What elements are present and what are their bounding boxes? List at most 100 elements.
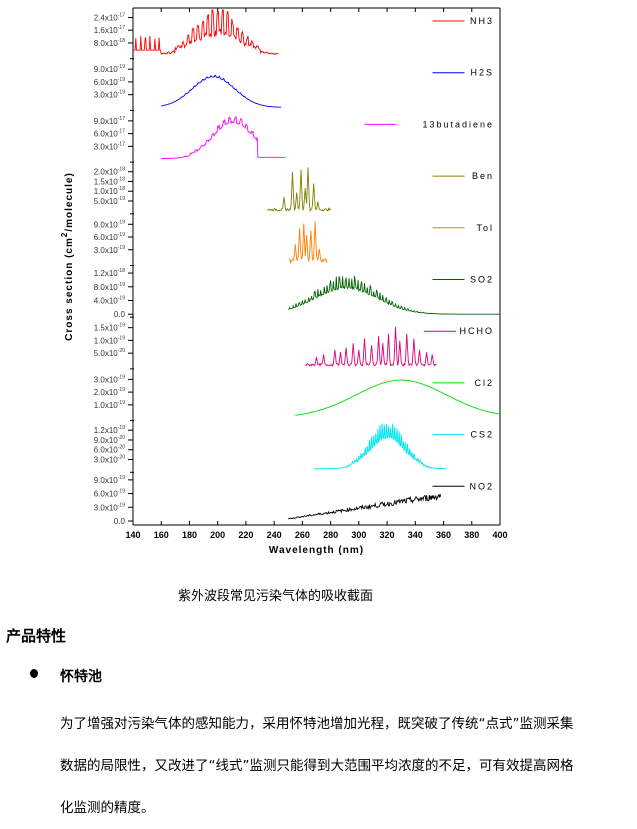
y-axis-title: Cross section (cm2/molecule) xyxy=(60,172,75,341)
series-line-h2s xyxy=(161,74,282,108)
tick-mantissa: 9.0x10 xyxy=(94,220,119,229)
tick-mantissa: 1.0x10 xyxy=(94,336,119,345)
y-tick-label: 1.2x10-18 xyxy=(94,268,125,278)
x-tick-label: 260 xyxy=(295,530,310,540)
tick-exponent: -19 xyxy=(118,64,125,70)
y-tick-label: 0.0 xyxy=(114,517,126,526)
tick-exponent: -19 xyxy=(118,282,125,288)
series-line-cl2 xyxy=(295,379,501,416)
y-tick-label: 6.0x10-17 xyxy=(94,129,125,139)
tick-exponent: -18 xyxy=(118,176,125,182)
tick-mantissa: 6.0x10 xyxy=(94,446,119,455)
y-tick-label: 1.6x10-17 xyxy=(94,25,125,35)
tick-mantissa: 1.5x10 xyxy=(94,177,119,186)
tick-mantissa: 1.2x10 xyxy=(94,269,119,278)
tick-mantissa: 6.0x10 xyxy=(94,78,119,87)
tick-mantissa: 8.0x10 xyxy=(94,39,119,48)
tick-exponent: -19 xyxy=(118,323,125,329)
tick-exponent: -19 xyxy=(118,232,125,238)
legend-label: H2S xyxy=(470,68,494,78)
legend-label: HCHO xyxy=(460,326,495,336)
series-line-cs2 xyxy=(313,423,447,470)
y-tick-label: 1.0x10-19 xyxy=(94,400,125,410)
tick-mantissa: 6.0x10 xyxy=(94,490,119,499)
x-tick-label: 400 xyxy=(492,530,507,540)
x-tick-label: 240 xyxy=(267,530,282,540)
series-line-13butadiene xyxy=(161,115,286,160)
x-tick-label: 360 xyxy=(436,530,451,540)
paragraph-line: 数据的局限性，又改进了“线式”监测只能得到大范围平均浓度的不足，可有效提高网格 xyxy=(60,758,574,774)
y-tick-label: 9.0x10-19 xyxy=(94,219,125,229)
y-tick-label: 6.0x10-19 xyxy=(94,77,125,87)
tick-mantissa: 3.0x10 xyxy=(94,246,119,255)
tick-mantissa: 5.0x10 xyxy=(94,349,119,358)
legend-label: NH3 xyxy=(470,16,494,26)
tick-mantissa: 6.0x10 xyxy=(94,130,119,139)
tick-mantissa: 2.0x10 xyxy=(94,168,119,177)
y-tick-label: 6.0x10-19 xyxy=(94,232,125,242)
y-tick-label: 3.0x10-19 xyxy=(94,374,125,384)
tick-exponent: -18 xyxy=(118,167,125,173)
tick-mantissa: 2.4x10 xyxy=(94,13,119,22)
x-tick-label: 200 xyxy=(210,530,225,540)
tick-exponent: -18 xyxy=(118,268,125,274)
tick-exponent: -19 xyxy=(118,374,125,380)
tick-mantissa: 1.0x10 xyxy=(94,401,119,410)
tick-mantissa: 2.0x10 xyxy=(94,388,119,397)
tick-mantissa: 9.0x10 xyxy=(94,436,119,445)
tick-mantissa: 9.0x10 xyxy=(94,117,119,126)
y-tick-label: 1.2x10-19 xyxy=(94,425,125,435)
y-tick-label: 1.5x10-18 xyxy=(94,176,125,186)
tick-exponent: -19 xyxy=(118,400,125,406)
y-tick-label: 2.4x10-17 xyxy=(94,12,125,22)
series-line-hcho xyxy=(305,327,437,368)
x-tick-label: 220 xyxy=(238,530,253,540)
tick-exponent: -18 xyxy=(118,38,125,44)
x-tick-label: 140 xyxy=(125,530,140,540)
y-tick-label: 0.0 xyxy=(114,310,126,319)
y-tick-label: 6.0x10-20 xyxy=(94,445,125,455)
tick-exponent: -17 xyxy=(118,25,125,31)
x-tick-label: 160 xyxy=(154,530,169,540)
absorption-cross-section-chart: 2.4x10-171.6x10-178.0x10-18NH39.0x10-196… xyxy=(60,7,508,556)
tick-exponent: -19 xyxy=(118,196,125,202)
x-tick-label: 320 xyxy=(380,530,395,540)
tick-mantissa: 3.0x10 xyxy=(94,375,119,384)
tick-exponent: -19 xyxy=(118,387,125,393)
series-line-tol xyxy=(289,221,328,265)
y-tick-label: 3.0x10-19 xyxy=(94,502,125,512)
tick-mantissa: 8.0x10 xyxy=(94,283,119,292)
legend-label: SO2 xyxy=(470,275,494,285)
tick-exponent: -19 xyxy=(118,245,125,251)
tick-mantissa: 3.0x10 xyxy=(94,91,119,100)
y-tick-label: 3.0x10-20 xyxy=(94,455,125,465)
tick-mantissa: 1.5x10 xyxy=(94,324,119,333)
tick-exponent: -20 xyxy=(118,445,125,451)
y-tick-label: 3.0x10-19 xyxy=(94,245,125,255)
tick-exponent: -17 xyxy=(118,129,125,135)
tick-exponent: -20 xyxy=(118,435,125,441)
tick-exponent: -19 xyxy=(118,425,125,431)
tick-exponent: -20 xyxy=(118,348,125,354)
tick-mantissa: 3.0x10 xyxy=(94,142,119,151)
series-line-so2 xyxy=(288,275,500,315)
tick-exponent: -20 xyxy=(118,455,125,461)
legend-label: Ben xyxy=(472,171,494,181)
section-title: 产品特性 xyxy=(6,627,67,645)
tick-mantissa: 1.0x10 xyxy=(94,187,119,196)
tick-exponent: -19 xyxy=(118,77,125,83)
feature-description: 为了增强对污染气体的感知能力，采用怀特池增加光程，既突破了传统“点式”监测采集 … xyxy=(60,703,600,829)
tick-exponent: -17 xyxy=(118,12,125,18)
legend-label: 13butadiene xyxy=(422,119,494,129)
tick-exponent: -17 xyxy=(118,116,125,122)
tick-mantissa: 1.2x10 xyxy=(94,426,119,435)
y-axis-title-part: 2 xyxy=(60,232,69,237)
y-tick-label: 4.0x10-19 xyxy=(94,295,125,305)
tick-exponent: -19 xyxy=(118,475,125,481)
tick-mantissa: 9.0x10 xyxy=(94,476,119,485)
series-line-no2 xyxy=(288,493,442,520)
panel-so2: 1.2x10-18 8.0x10-19 4.0x10-19 0.0 SO2 xyxy=(94,265,500,319)
tick-mantissa: 3.0x10 xyxy=(94,503,119,512)
